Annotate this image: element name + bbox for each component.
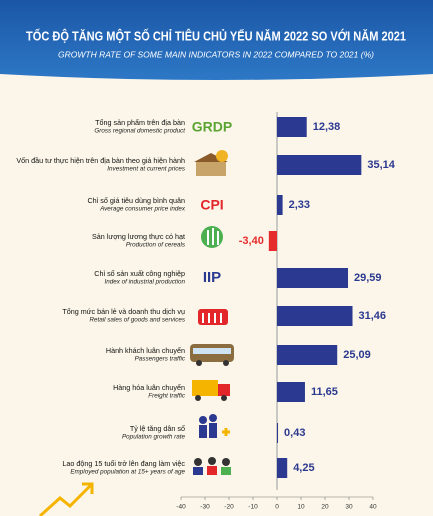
value-label: 11,65 [311,386,338,398]
value-label: 12,38 [313,121,341,133]
x-tick-label: -40 [176,504,186,511]
icon-text: CPI [200,197,223,213]
category-label: Sản lượng lương thực có hạt [92,232,185,241]
x-tick-label: 20 [321,504,329,511]
category-label: Tỷ lệ tăng dân số [130,424,185,433]
value-label: 31,46 [359,310,387,322]
icon-text: GRDP [192,119,232,135]
bar [277,382,305,402]
x-tick-label: 30 [345,504,353,511]
value-label: 25,09 [343,349,371,361]
value-label: 29,59 [354,272,382,284]
category-label: Hàng hóa luân chuyển [113,383,185,392]
x-tick-label: 10 [297,504,305,511]
bar [277,458,288,478]
value-label: 2,33 [289,199,310,211]
category-label-en: Index of industrial production [104,279,185,286]
bar [277,345,338,365]
category-label-en: Gross regional domestic product [94,128,185,135]
category-label-en: Production of cereals [126,242,186,249]
category-label-en: Employed population at 15+ years of age [70,469,185,476]
category-label: Lao động 15 tuổi trở lên đang làm việc [62,459,185,468]
chart-subtitle: GROWTH RATE OF SOME MAIN INDICATORS IN 2… [58,49,374,59]
bar [268,231,277,251]
bar [277,423,279,443]
category-label: Vốn đầu tư thực hiện trên địa bàn theo g… [16,156,185,165]
category-label: Chỉ số sản xuất công nghiệp [94,269,185,278]
x-tick-label: 40 [369,504,377,511]
category-label-en: Investment at current prices [107,166,186,173]
header-band [0,0,433,80]
icon-text: IIP [203,269,221,286]
bar [277,117,307,137]
value-label: -3,40 [239,235,264,247]
x-tick-label: -20 [224,504,234,511]
category-label-en: Passengers traffic [135,356,186,363]
category-label: Hành khách luân chuyển [106,346,185,355]
category-label-en: Population growth rate [122,434,186,441]
x-tick-label: -30 [200,504,210,511]
category-label-en: Average consumer price index [99,206,186,213]
category-label: Chỉ số giá tiêu dùng bình quân [87,196,185,205]
category-label: Tổng sản phẩm trên địa bàn [95,118,185,127]
category-label-en: Freight traffic [148,393,186,400]
x-tick-label: 0 [275,504,279,511]
x-tick-label: -10 [248,504,258,511]
category-label: Tổng mức bán lẻ và doanh thu dịch vụ [62,307,185,316]
value-label: 0,43 [284,427,305,439]
icons: GRDP CPI IIP [38,119,234,516]
bar [277,195,283,215]
value-label: 4,25 [293,462,314,474]
bar [277,306,353,326]
value-label: 35,14 [367,159,395,171]
bar [277,268,349,288]
category-label-en: Retail sales of goods and services [89,317,185,324]
bar [277,155,362,175]
chart-title: TỐC ĐỘ TĂNG MỘT SỐ CHỈ TIÊU CHỦ YẾU NĂM … [26,28,406,43]
